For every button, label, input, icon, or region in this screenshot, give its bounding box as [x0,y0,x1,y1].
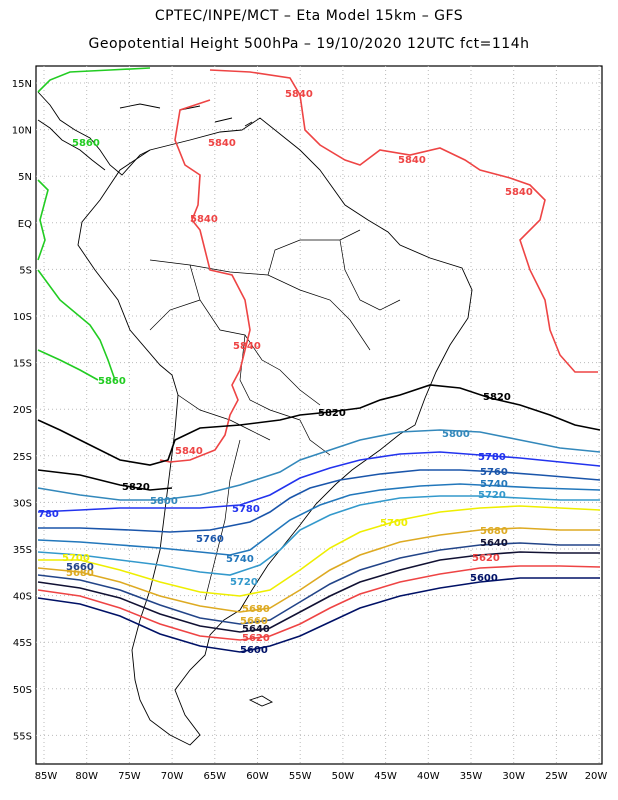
contour-label: 5840 [175,446,203,457]
longitude-tick-label: 20W [585,771,608,782]
contour-label: 5600 [470,573,498,584]
contour-5860-west [37,179,116,381]
latitude-tick-label: 5N [18,172,32,183]
latitude-tick-label: 10N [12,126,32,137]
latitude-tick-label: 35S [13,545,32,556]
longitude-tick-label: 55W [289,771,312,782]
contour-label: 5820 [483,392,511,403]
contour-5700 [38,505,601,597]
latitude-tick-label: 15S [13,359,32,370]
contour-label: 5760 [480,467,508,478]
chart-subtitle: Geopotential Height 500hPa – 19/10/2020 … [88,36,530,52]
latitude-tick-labels: 15N 10N 5N EQ 5S 10S 15S 20S 25S 30S 35S 40S 45S 50S 5… [12,79,32,742]
contour-5620 [37,565,601,641]
contour-label: 5700 [380,518,408,529]
contour-label: 5660 [66,562,94,573]
south-america-coastline [77,117,473,746]
contour-label: 5860 [98,376,126,387]
contour-label: 5780 [478,452,506,463]
contour-5740 [37,483,601,556]
contour-5640 [37,551,600,633]
contour-label: 5820 [318,408,346,419]
contour-lines [37,67,601,653]
country-borders [149,229,401,601]
contour-label: 5860 [72,138,100,149]
longitude-tick-label: 45W [374,771,397,782]
contour-label: 5660 [240,616,268,627]
coastline-layer [37,91,473,746]
map-grid [36,66,602,764]
longitude-tick-label: 30W [502,771,525,782]
contour-5660 [37,542,600,625]
contour-5720 [37,495,600,576]
contour-5840-north [159,69,598,463]
falkland-islands [248,695,274,707]
latitude-tick-label: 15N [12,79,32,90]
contour-labels: 5840 5840 5840 5840 5840 5840 5840 5860 … [38,89,533,656]
contour-label: 5800 [442,429,470,440]
longitude-tick-label: 75W [118,771,141,782]
chart-title: CPTEC/INPE/MCT – Eta Model 15km – GFS [154,8,464,24]
latitude-tick-label: 30S [13,498,32,509]
contour-label: 5840 [505,187,533,198]
contour-5820 [37,384,601,491]
latitude-tick-label: 45S [13,638,32,649]
caribbean-islands [119,103,253,127]
map-frame [35,65,603,765]
latitude-tick-label: 5S [19,265,32,276]
latitude-tick-label: 55S [13,731,32,742]
longitude-tick-label: 70W [161,771,184,782]
contour-label: 5700 [62,553,90,564]
contour-label: 5620 [472,553,500,564]
contour-label: 5640 [242,624,270,635]
contour-label: 5780 [232,504,260,515]
latitude-tick-label: 25S [13,452,32,463]
contour-label: 5800 [150,496,178,507]
longitude-tick-labels: 85W 80W 75W 70W 65W 60W 55W 50W 45W 40W 35W 30W 25W 2… [35,771,608,782]
contour-label: 5840 [208,138,236,149]
contour-5600 [37,577,600,653]
contour-label: 5720 [230,577,258,588]
longitude-tick-label: 85W [35,771,58,782]
longitude-tick-label: 25W [545,771,568,782]
latitude-tick-label: 50S [13,685,32,696]
longitude-tick-label: 35W [460,771,483,782]
contour-5800 [37,429,601,501]
contour-label: 5760 [196,534,224,545]
latitude-tick-label: 20S [13,405,32,416]
latitude-tick-label: 10S [13,312,32,323]
contour-label: 5840 [233,341,261,352]
latitude-tick-label: 40S [13,592,32,603]
contour-label: 5680 [66,568,94,579]
contour-5780 [37,451,601,513]
contour-5760 [38,469,601,533]
contour-5680 [37,527,600,613]
contour-label: 5840 [398,155,426,166]
latitude-tick-label: EQ [18,219,32,230]
contour-label: 5620 [242,633,270,644]
longitude-tick-label: 65W [203,771,226,782]
longitude-tick-label: 60W [246,771,269,782]
longitude-tick-label: 80W [75,771,98,782]
contour-5860-north [37,67,151,93]
contour-label: 5600 [240,645,268,656]
contour-label: 780 [38,509,59,520]
longitude-tick-label: 50W [332,771,355,782]
contour-label: 5840 [285,89,313,100]
central-america-coastline [37,91,151,176]
contour-label: 5740 [480,479,508,490]
contour-label: 5840 [190,214,218,225]
contour-label: 5820 [122,482,150,493]
contour-label: 5680 [242,604,270,615]
contour-label: 5720 [478,490,506,501]
contour-label: 5640 [480,538,508,549]
longitude-tick-label: 40W [417,771,440,782]
contour-label: 5680 [480,526,508,537]
contour-label: 5740 [226,554,254,565]
